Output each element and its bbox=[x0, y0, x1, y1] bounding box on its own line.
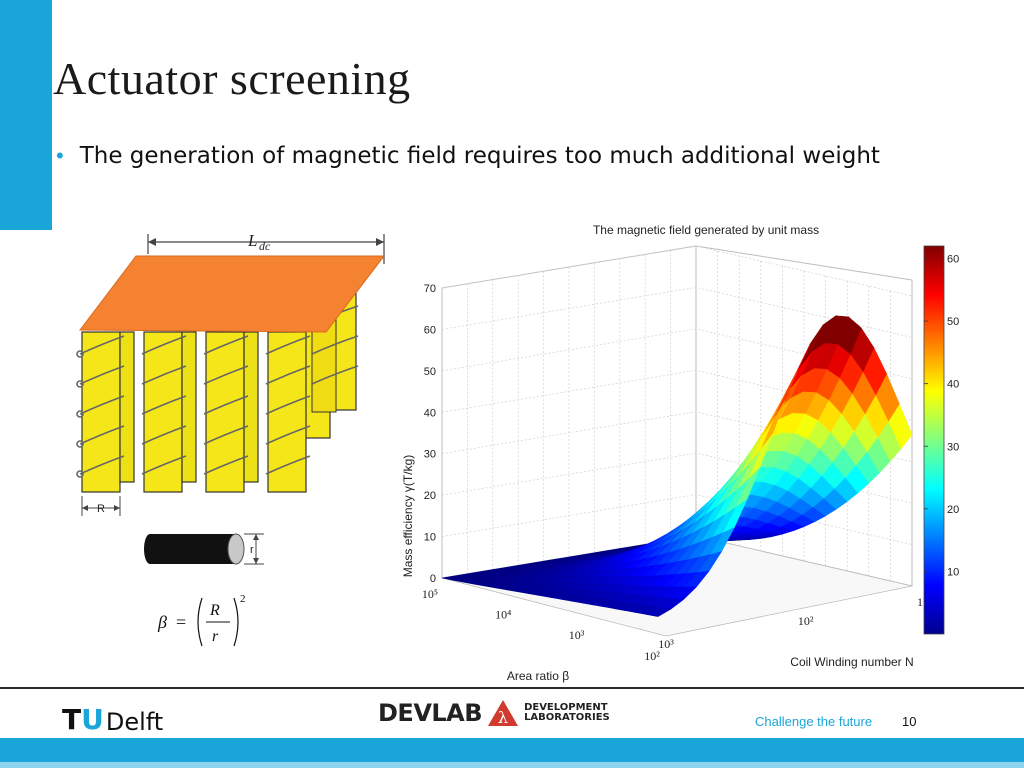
y-axis-label: Coil Winding number N bbox=[790, 655, 913, 669]
r-dimension-label: R bbox=[97, 503, 105, 515]
page-number: 10 bbox=[902, 714, 917, 729]
footer-divider bbox=[0, 687, 1024, 689]
actuator-diagram: L dc R bbox=[76, 231, 386, 516]
bullet-item: • The generation of magnetic field requi… bbox=[56, 143, 880, 169]
colorbar-tick-label: 50 bbox=[947, 316, 959, 328]
colorbar-tick-label: 10 bbox=[947, 566, 959, 578]
n-tick-label: 10³ bbox=[658, 637, 674, 651]
colorbar-ticks: 60 50 40 30 20 10 bbox=[924, 254, 959, 578]
z-tick-label: 0 bbox=[430, 573, 436, 585]
z-tick-label: 30 bbox=[424, 449, 436, 461]
z-axis-label: Mass efficiency γ(T/kg) bbox=[401, 455, 415, 577]
beta-tick-label: 10³ bbox=[569, 628, 585, 642]
bullet-text: The generation of magnetic field require… bbox=[79, 143, 880, 169]
lambda-icon: λ bbox=[488, 700, 519, 727]
length-label: L bbox=[247, 231, 257, 250]
svg-text:λ: λ bbox=[498, 708, 508, 727]
chart-title: The magnetic field generated by unit mas… bbox=[593, 223, 819, 237]
z-tick-label: 50 bbox=[424, 366, 436, 378]
z-tick-label: 70 bbox=[424, 283, 436, 295]
colorbar-tick-label: 20 bbox=[947, 504, 959, 516]
footer-band bbox=[0, 738, 1024, 762]
surface-chart: The magnetic field generated by unit mas… bbox=[401, 223, 959, 683]
formula-denominator: r bbox=[212, 628, 219, 645]
tudelft-wordmark: Delft bbox=[105, 708, 164, 736]
z-tick-label: 20 bbox=[424, 490, 436, 502]
z-tick-label: 10 bbox=[424, 532, 436, 544]
n-axis-ticks: 10³ 10² 1 bbox=[658, 595, 923, 651]
colorbar bbox=[923, 245, 945, 635]
x-axis-label: Area ratio β bbox=[507, 669, 569, 683]
n-tick-label: 10² bbox=[798, 614, 814, 628]
devlab-logo: DEVLAB λ DEVELOPMENT LABORATORIES bbox=[378, 698, 610, 728]
formula-numerator: R bbox=[209, 602, 220, 619]
footer-slogan: Challenge the future bbox=[755, 714, 873, 729]
beta-tick-label: 10⁴ bbox=[495, 608, 511, 622]
colorbar-tick-label: 40 bbox=[947, 379, 959, 391]
z-tick-label: 40 bbox=[424, 407, 436, 419]
tudelft-logo: T U Delft bbox=[62, 692, 164, 736]
z-tick-label: 60 bbox=[424, 324, 436, 336]
surface-plot bbox=[441, 314, 913, 617]
formula-exponent: 2 bbox=[240, 593, 246, 605]
cylinder-diagram: r bbox=[144, 533, 264, 565]
colorbar-tick-label: 30 bbox=[947, 441, 959, 453]
surface-cell bbox=[646, 607, 672, 617]
beta-symbol: β bbox=[157, 612, 167, 632]
equals-sign: = bbox=[176, 612, 186, 632]
beta-tick-label: 10² bbox=[644, 649, 660, 663]
z-axis-ticks: 0 10 20 30 40 50 60 70 bbox=[424, 283, 436, 585]
tudelft-t: T bbox=[62, 703, 82, 736]
length-dimension bbox=[147, 234, 385, 264]
devlab-wordmark: DEVLAB bbox=[378, 699, 483, 727]
tudelft-u: U bbox=[81, 703, 104, 736]
footer-band-light bbox=[0, 762, 1024, 768]
coil-windings bbox=[76, 305, 359, 478]
devlab-subtitle-1: DEVELOPMENT bbox=[524, 701, 608, 713]
colorbar-tick-label: 60 bbox=[947, 254, 959, 266]
beta-axis-ticks: 10⁵ 10⁴ 10³ 10² bbox=[422, 587, 660, 663]
length-subscript: dc bbox=[259, 239, 271, 253]
small-r-label: r bbox=[250, 544, 254, 556]
top-plate bbox=[79, 255, 386, 333]
bullet-marker: • bbox=[56, 143, 64, 168]
coil-columns-front bbox=[81, 331, 307, 493]
beta-tick-label: 10⁵ bbox=[422, 587, 438, 601]
beta-formula: β = R r 2 bbox=[157, 593, 246, 647]
devlab-subtitle-2: LABORATORIES bbox=[524, 712, 610, 723]
accent-bar bbox=[0, 0, 52, 230]
n-tick-label: 1 bbox=[917, 595, 923, 609]
slide-title: Actuator screening bbox=[53, 53, 411, 104]
r-dimension bbox=[81, 496, 121, 516]
